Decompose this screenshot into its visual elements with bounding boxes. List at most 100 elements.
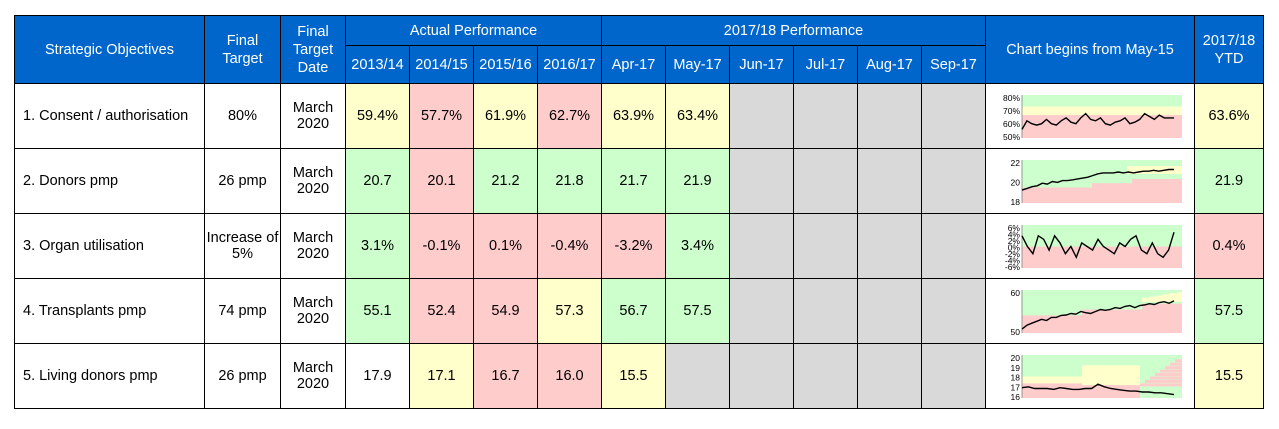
band-red xyxy=(1165,366,1182,370)
month-value-cell: -3.2% xyxy=(601,213,666,279)
month-value-cell xyxy=(793,148,858,214)
month-value-cell xyxy=(921,148,986,214)
year-value-cell: -0.1% xyxy=(409,213,474,279)
band-red xyxy=(1022,246,1182,268)
month-value-cell xyxy=(921,278,986,344)
ytd-value-cell: 15.5 xyxy=(1194,343,1264,409)
month-value-cell xyxy=(857,213,922,279)
sparkline-tick-label: 50% xyxy=(1003,132,1020,142)
band-red xyxy=(1170,362,1182,366)
final-target-date-cell: March 2020 xyxy=(280,278,346,344)
table-row: 4. Transplants pmp 74 pmp March 2020 55.1 52… xyxy=(14,278,1264,344)
year-value-cell: 17.9 xyxy=(345,343,410,409)
year-value-cell: 16.0 xyxy=(537,343,602,409)
sparkline-tick-label: 2% xyxy=(1008,236,1021,246)
band-red xyxy=(1140,383,1182,387)
final-target-date-cell: March 2020 xyxy=(280,213,346,279)
band-yellow xyxy=(1170,293,1182,298)
month-value-cell xyxy=(729,213,794,279)
band-red xyxy=(1082,385,1140,398)
month-value-cell xyxy=(729,278,794,344)
sparkline-tick-label: -2% xyxy=(1005,249,1021,259)
sparkline-tick-label: 50 xyxy=(1011,327,1021,337)
sparkline-series-line xyxy=(1021,383,1175,396)
header-ytd: 2017/18 YTD xyxy=(1194,15,1264,84)
sparkline-cell: 6% 4% 2% 0% -2% -4% -6% xyxy=(985,213,1195,279)
year-value-cell: 17.1 xyxy=(409,343,474,409)
sparkline-chart: 22 20 18 xyxy=(1011,158,1182,207)
band-red xyxy=(1132,178,1182,203)
scorecard: Strategic Objectives Final Target Final … xyxy=(14,15,1264,409)
sparkline-chart: 6%4%2%0%-2%-4%-6% xyxy=(1005,223,1182,272)
band-red xyxy=(1155,373,1182,377)
month-value-cell xyxy=(857,148,922,214)
year-value-cell: 3.1% xyxy=(345,213,410,279)
month-value-cell xyxy=(665,343,730,409)
year-value-cell: 52.4 xyxy=(409,278,474,344)
header-month-2: Jun-17 xyxy=(729,45,794,84)
month-value-cell xyxy=(793,213,858,279)
band-red xyxy=(1022,187,1092,203)
header-year-3: 2016/17 xyxy=(537,45,602,84)
header-year-0: 2013/14 xyxy=(345,45,410,84)
band-red xyxy=(1145,379,1182,383)
table-row: 1. Consent / authorisation 80% March 2020 5… xyxy=(14,83,1264,149)
objective-cell: 5. Living donors pmp xyxy=(14,343,205,409)
sparkline-series-line xyxy=(1021,168,1174,191)
header-year-1: 2014/15 xyxy=(409,45,474,84)
year-value-cell: 61.9% xyxy=(473,83,538,149)
header-current-performance: 2017/18 Performance xyxy=(601,15,986,46)
month-value-cell xyxy=(729,148,794,214)
table-row: 5. Living donors pmp 26 pmp March 2020 17.9… xyxy=(14,343,1264,409)
sparkline-series-line xyxy=(1021,112,1174,130)
month-value-cell xyxy=(793,83,858,149)
month-value-cell xyxy=(921,213,986,279)
final-target-date-cell: March 2020 xyxy=(280,148,346,214)
header-month-3: Jul-17 xyxy=(793,45,858,84)
sparkline-tick-label: 20 xyxy=(1011,178,1021,188)
year-value-cell: 21.8 xyxy=(537,148,602,214)
sparkline-tick-label: 22 xyxy=(1011,158,1021,168)
band-red xyxy=(1160,369,1182,373)
sparkline-tick-label: 20 xyxy=(1011,353,1021,363)
month-value-cell xyxy=(729,83,794,149)
year-value-cell: 62.7% xyxy=(537,83,602,149)
sparkline-chart: 80% 70% 60% 50% xyxy=(1003,93,1182,142)
month-value-cell xyxy=(857,83,922,149)
sparkline-tick-label: 80% xyxy=(1003,93,1020,103)
month-value-cell xyxy=(857,343,922,409)
final-target-cell: 74 pmp xyxy=(204,278,281,344)
sparkline-tick-label: -6% xyxy=(1005,262,1021,272)
year-value-cell: 21.2 xyxy=(473,148,538,214)
sparkline-tick-label: 0% xyxy=(1008,243,1021,253)
band-red xyxy=(1082,309,1142,333)
sparkline-chart: 60 50 xyxy=(1011,288,1182,337)
month-value-cell xyxy=(729,343,794,409)
band-yellow xyxy=(1176,166,1182,171)
month-value-cell: 56.7 xyxy=(601,278,666,344)
header-month-0: Apr-17 xyxy=(601,45,666,84)
header-year-2: 2015/16 xyxy=(473,45,538,84)
year-value-cell: 16.7 xyxy=(473,343,538,409)
objective-cell: 4. Transplants pmp xyxy=(14,278,205,344)
table-row: 3. Organ utilisation Increase of 5% March … xyxy=(14,213,1264,279)
sparkline-tick-label: 17 xyxy=(1011,382,1021,392)
sparkline-tick-label: 4% xyxy=(1008,230,1021,240)
month-value-cell: 63.9% xyxy=(601,83,666,149)
sparkline-tick-label: 18 xyxy=(1011,197,1021,207)
month-value-cell: 63.4% xyxy=(665,83,730,149)
ytd-value-cell: 21.9 xyxy=(1194,148,1264,214)
month-value-cell xyxy=(921,343,986,409)
month-value-cell xyxy=(857,278,922,344)
sparkline-cell: 22 20 18 xyxy=(985,148,1195,214)
ytd-value-cell: 57.5 xyxy=(1194,278,1264,344)
year-value-cell: 0.1% xyxy=(473,213,538,279)
band-red xyxy=(1022,315,1082,333)
table-row: 2. Donors pmp 26 pmp March 2020 20.7 20.1 21.… xyxy=(14,148,1264,214)
header-final-target-date: Final Target Date xyxy=(280,15,346,84)
sparkline-cell: 80% 70% 60% 50% xyxy=(985,83,1195,149)
year-value-cell: 20.1 xyxy=(409,148,474,214)
band-red xyxy=(1022,115,1182,138)
month-value-cell: 57.5 xyxy=(665,278,730,344)
